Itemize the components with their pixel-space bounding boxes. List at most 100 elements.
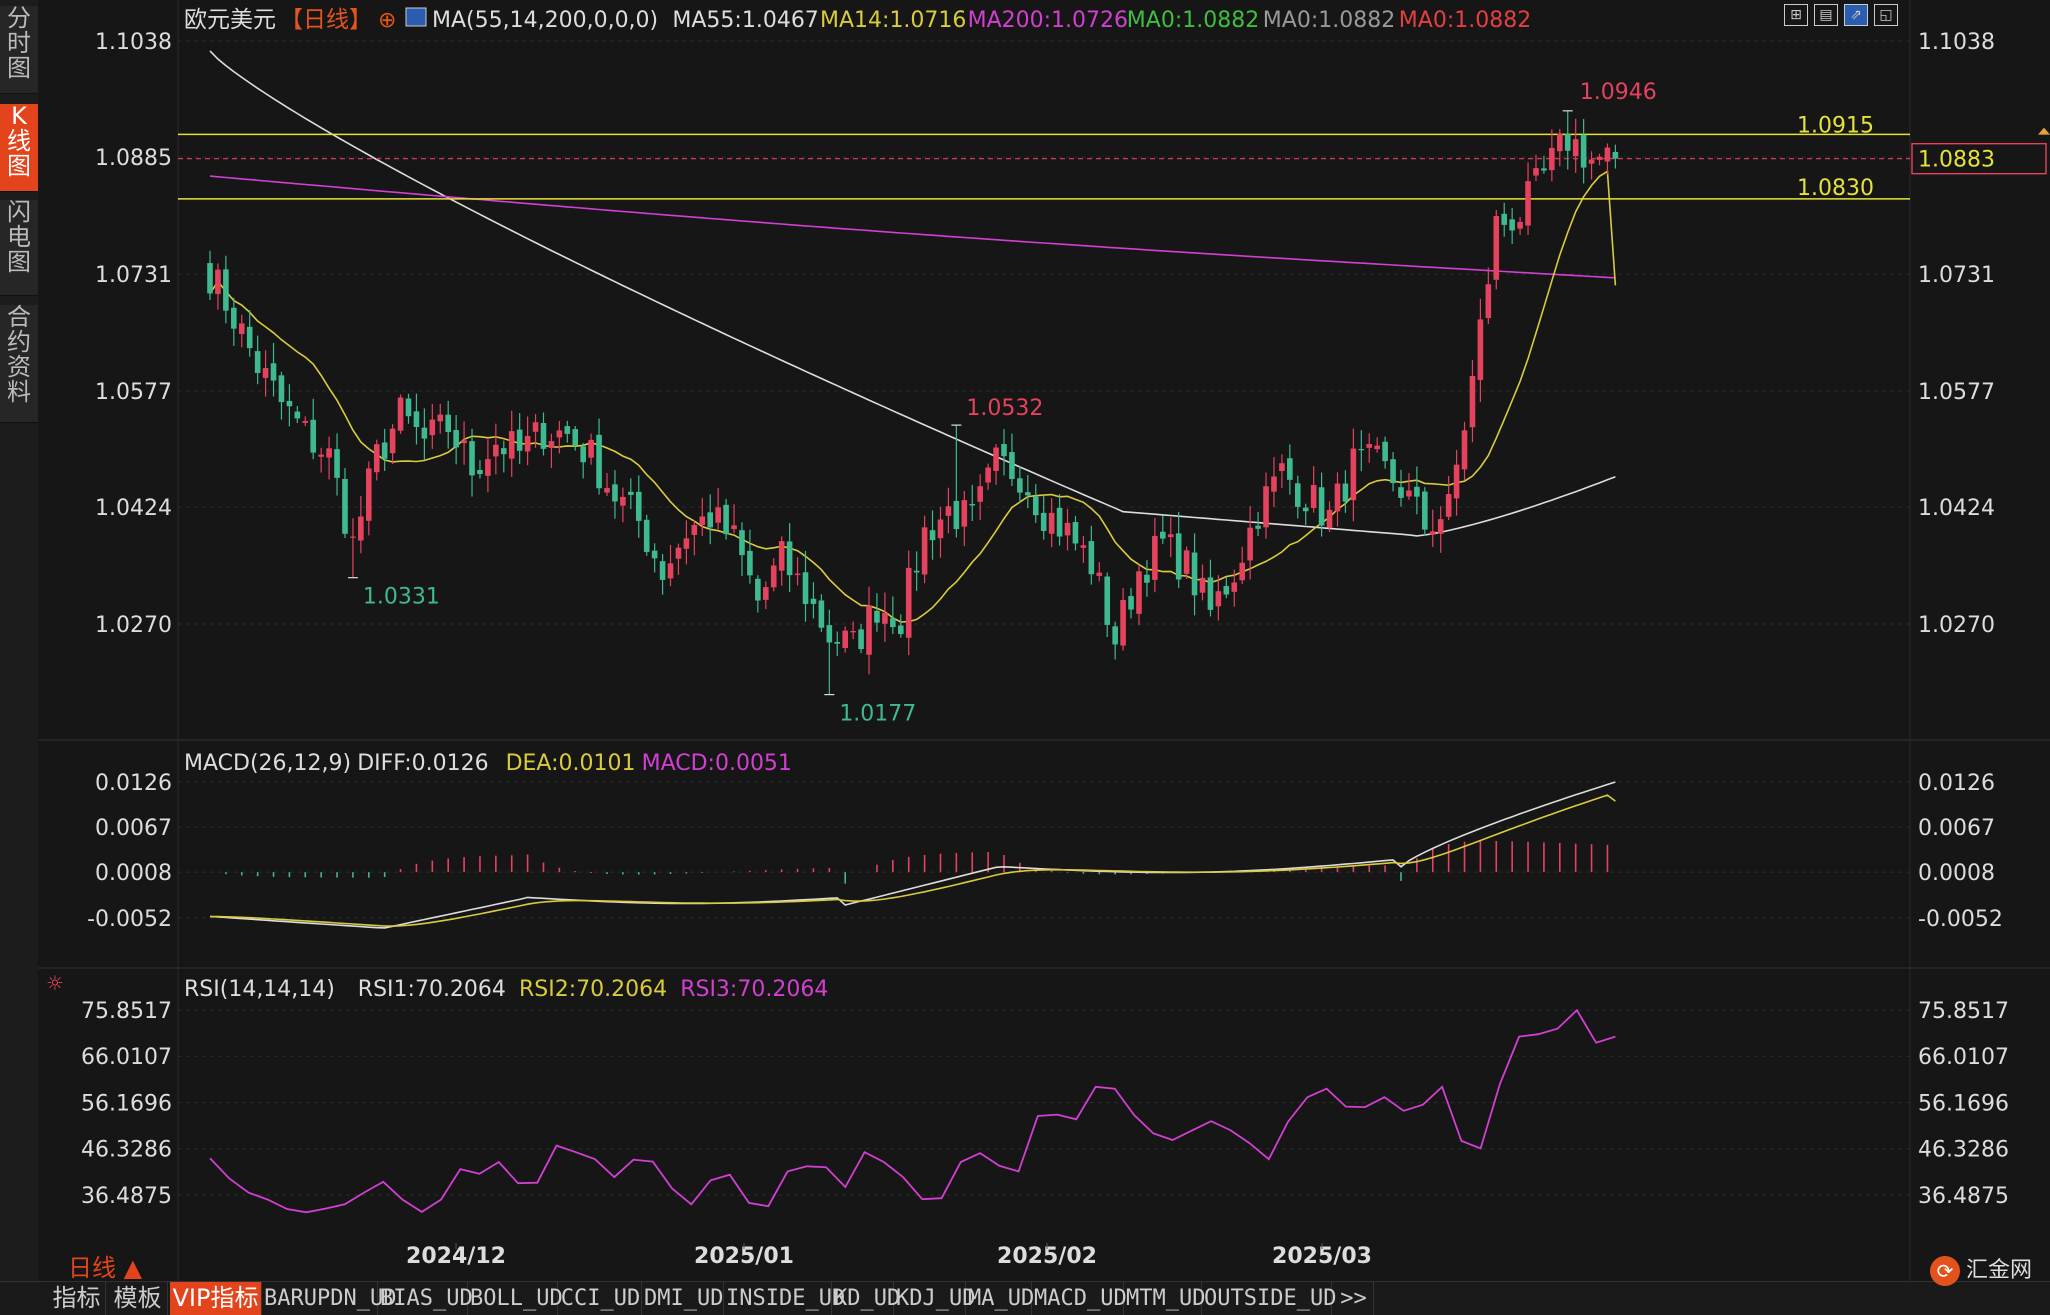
current-price-tag bbox=[1911, 142, 2047, 175]
period-label[interactable]: 日线 ▲ bbox=[68, 1254, 143, 1282]
candle bbox=[890, 596, 896, 635]
candle bbox=[1064, 508, 1071, 551]
candle bbox=[1017, 466, 1023, 503]
candle bbox=[651, 543, 658, 573]
rsi-tick-right: 75.8517 bbox=[1918, 999, 2009, 1024]
candle bbox=[572, 425, 579, 451]
ma0-value: MA0:1.0882 bbox=[1127, 8, 1259, 33]
candle bbox=[469, 428, 475, 497]
candle bbox=[977, 474, 983, 521]
candle bbox=[1096, 562, 1103, 582]
macd-header-item: MACD:0.0051 bbox=[642, 751, 792, 776]
candle bbox=[882, 592, 888, 642]
candle bbox=[254, 335, 261, 385]
rsi-tick-left: 75.8517 bbox=[81, 999, 172, 1024]
ma0-value: MA0:1.0882 bbox=[1399, 8, 1531, 33]
ma200-line bbox=[209, 175, 1616, 279]
current-price-value: 1.0883 bbox=[1918, 148, 1995, 173]
candle bbox=[1080, 535, 1087, 563]
candle bbox=[1374, 437, 1380, 453]
candle bbox=[1112, 621, 1118, 660]
rsi-line bbox=[209, 1008, 1616, 1214]
candle bbox=[1144, 560, 1150, 597]
candle bbox=[763, 581, 769, 610]
indicator-tab[interactable]: OUTSIDE_UD bbox=[1204, 1282, 1336, 1315]
candle bbox=[516, 413, 523, 465]
macd-tick-left: 0.0126 bbox=[95, 771, 172, 796]
indicator-tab[interactable]: 模板 bbox=[108, 1282, 168, 1315]
indicator-tab[interactable]: DMI_UD bbox=[644, 1282, 724, 1315]
rsi-header-item: RSI3:70.2064 bbox=[680, 977, 828, 1002]
sidebar-tab-char: 电 bbox=[7, 223, 31, 251]
candle bbox=[755, 575, 761, 613]
ma-settings-icon[interactable] bbox=[405, 7, 427, 27]
candle bbox=[1302, 503, 1309, 526]
candle bbox=[556, 420, 563, 454]
candle bbox=[1215, 575, 1222, 621]
candle bbox=[1294, 475, 1301, 519]
maximize-icon[interactable]: ◱ bbox=[1874, 4, 1898, 26]
indicator-icon[interactable]: ⇗ bbox=[1844, 4, 1868, 26]
rsi-header-item: RSI1:70.2064 bbox=[358, 977, 506, 1002]
candle bbox=[818, 594, 825, 632]
candle bbox=[770, 558, 777, 592]
layout-icon[interactable]: ▤ bbox=[1814, 4, 1838, 26]
candle bbox=[707, 494, 714, 545]
candle bbox=[1191, 533, 1198, 616]
ma55-value: MA55:1.0467 bbox=[672, 8, 818, 33]
sidebar-tab-char: 线 bbox=[7, 127, 31, 155]
indicator-tab[interactable]: KD_UD bbox=[834, 1282, 900, 1315]
candle bbox=[1040, 495, 1047, 540]
level-label: 1.0915 bbox=[1797, 113, 1874, 138]
candle bbox=[1056, 494, 1063, 546]
macd-tick-left: 0.0067 bbox=[95, 816, 172, 841]
candle bbox=[524, 416, 531, 466]
indicator-tab[interactable]: MA_UD bbox=[968, 1282, 1034, 1315]
indicator-tab[interactable]: INSIDE_UD bbox=[726, 1282, 845, 1315]
candle bbox=[961, 490, 968, 547]
rsi-tick-right: 36.4875 bbox=[1918, 1184, 2009, 1209]
indicator-tab[interactable]: MACD_UD bbox=[1034, 1282, 1127, 1315]
candle bbox=[477, 460, 483, 479]
candle bbox=[802, 550, 809, 622]
candle bbox=[1477, 298, 1484, 402]
candle bbox=[1557, 129, 1563, 167]
indicator-tab[interactable]: BIAS_UD bbox=[380, 1282, 473, 1315]
indicator-tab[interactable]: 指标 bbox=[48, 1282, 106, 1315]
candle bbox=[485, 439, 491, 493]
candle bbox=[850, 621, 856, 640]
price-tick-left: 1.1038 bbox=[95, 30, 172, 55]
candle bbox=[913, 551, 920, 591]
candle bbox=[628, 478, 634, 510]
candle bbox=[223, 255, 229, 324]
grid-icon[interactable]: ⊞ bbox=[1784, 4, 1808, 26]
ma55-line bbox=[209, 50, 1616, 537]
macd-tick-right: -0.0052 bbox=[1918, 907, 2003, 932]
sidebar-tab[interactable]: 分时图 bbox=[0, 6, 38, 94]
indicator-tab[interactable]: VIP指标 bbox=[170, 1282, 262, 1315]
candle bbox=[326, 436, 332, 480]
candle bbox=[691, 519, 698, 556]
add-indicator-icon[interactable]: ⊕ bbox=[378, 8, 396, 33]
candle bbox=[389, 424, 396, 465]
rsi-tick-left: 36.4875 bbox=[81, 1184, 172, 1209]
indicator-tab[interactable]: >> bbox=[1334, 1282, 1374, 1315]
indicator-tab[interactable]: BARUPDN_UD bbox=[264, 1282, 396, 1315]
indicator-tab[interactable]: BOLL_UD bbox=[470, 1282, 563, 1315]
indicator-tab[interactable]: KDJ_UD bbox=[896, 1282, 975, 1315]
candle bbox=[294, 405, 301, 423]
indicator-tab[interactable]: MTM_UD bbox=[1126, 1282, 1205, 1315]
indicator-tab[interactable]: CCI_UD bbox=[560, 1282, 642, 1315]
price-marker-icon bbox=[2038, 127, 2050, 135]
sidebar-tab[interactable]: 合约资料 bbox=[0, 305, 38, 423]
candle bbox=[921, 515, 928, 584]
candle bbox=[1152, 517, 1158, 593]
sidebar-tab-char: 时 bbox=[7, 29, 31, 57]
rsi-tick-left: 46.3286 bbox=[81, 1138, 172, 1163]
macd-tick-right: 0.0067 bbox=[1918, 816, 1995, 841]
dea-line bbox=[209, 794, 1616, 927]
sidebar-tab[interactable]: 闪电图 bbox=[0, 200, 38, 296]
candle bbox=[1239, 546, 1245, 585]
rsi-settings-icon[interactable]: ☼ bbox=[46, 971, 64, 995]
